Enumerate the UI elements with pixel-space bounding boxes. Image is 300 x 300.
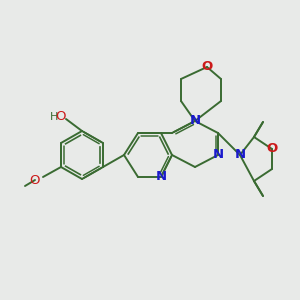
- Text: N: N: [212, 148, 224, 161]
- Text: N: N: [234, 148, 246, 161]
- Text: O: O: [266, 142, 278, 155]
- Text: H: H: [50, 112, 58, 122]
- Text: N: N: [155, 170, 167, 184]
- Text: N: N: [189, 115, 201, 128]
- Text: O: O: [30, 173, 40, 187]
- Text: O: O: [56, 110, 66, 124]
- Text: O: O: [201, 61, 213, 74]
